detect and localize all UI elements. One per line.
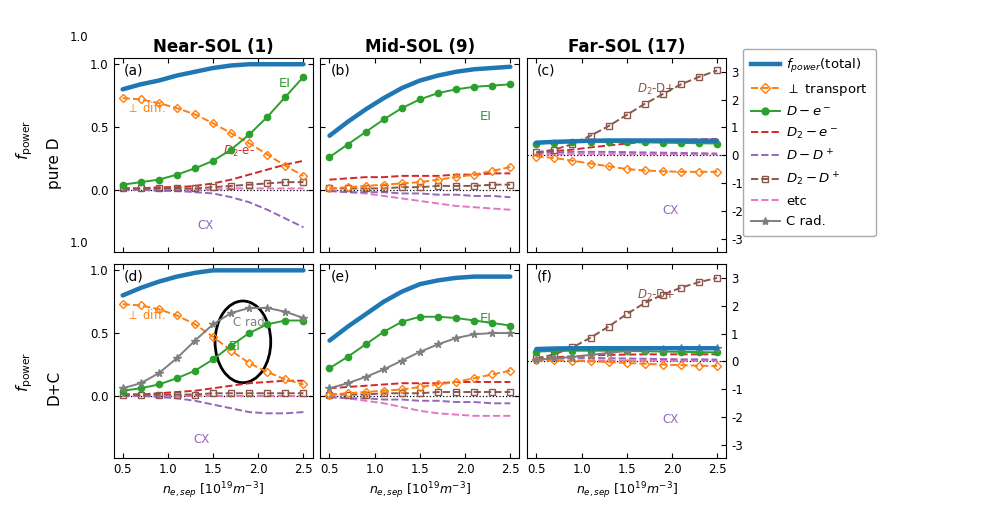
X-axis label: $n_{e,sep}\ [10^{19}m^{-3}]$: $n_{e,sep}\ [10^{19}m^{-3}]$ bbox=[576, 481, 678, 501]
Text: (b): (b) bbox=[330, 64, 350, 78]
Text: (a): (a) bbox=[124, 64, 143, 78]
Text: CX: CX bbox=[198, 219, 213, 232]
Text: (f): (f) bbox=[537, 270, 553, 284]
Text: $D_2$-D+: $D_2$-D+ bbox=[636, 82, 675, 97]
Title: Mid-SOL (9): Mid-SOL (9) bbox=[365, 38, 475, 56]
Text: D+C: D+C bbox=[46, 370, 62, 405]
Legend: $f_{power}$(total), $\perp$ transport, $D - e^-$, $D_2 - e^-$, $D - D^+$, $D_2 -: $f_{power}$(total), $\perp$ transport, $… bbox=[743, 49, 875, 236]
Text: (d): (d) bbox=[124, 270, 143, 284]
Text: CX: CX bbox=[663, 414, 679, 426]
Text: (e): (e) bbox=[330, 270, 350, 284]
Text: pure D: pure D bbox=[46, 138, 62, 189]
X-axis label: $n_{e,sep}\ [10^{19}m^{-3}]$: $n_{e,sep}\ [10^{19}m^{-3}]$ bbox=[369, 481, 471, 501]
Text: C rad.: C rad. bbox=[233, 316, 269, 329]
X-axis label: $n_{e,sep}\ [10^{19}m^{-3}]$: $n_{e,sep}\ [10^{19}m^{-3}]$ bbox=[162, 481, 264, 501]
Text: $\perp$ diff.: $\perp$ diff. bbox=[125, 307, 166, 321]
Text: CX: CX bbox=[194, 433, 209, 446]
Title: Near-SOL (1): Near-SOL (1) bbox=[153, 38, 274, 56]
Text: $D_2$-e-: $D_2$-e- bbox=[223, 144, 255, 159]
Text: 1.0: 1.0 bbox=[70, 238, 89, 250]
Text: EI: EI bbox=[479, 110, 492, 123]
Text: EI: EI bbox=[479, 313, 492, 325]
Text: (c): (c) bbox=[537, 64, 555, 78]
Text: $f_{\rm power}$: $f_{\rm power}$ bbox=[15, 120, 35, 160]
Text: 1.0: 1.0 bbox=[70, 32, 89, 44]
Title: Far-SOL (17): Far-SOL (17) bbox=[568, 38, 686, 56]
Text: EI: EI bbox=[279, 77, 290, 90]
Text: $D_2$-D+: $D_2$-D+ bbox=[636, 288, 675, 303]
Text: EI: EI bbox=[229, 339, 241, 353]
Text: $f_{\rm power}$: $f_{\rm power}$ bbox=[15, 352, 35, 392]
Text: CX: CX bbox=[663, 203, 679, 217]
Text: $\perp$ diff.: $\perp$ diff. bbox=[125, 101, 166, 115]
